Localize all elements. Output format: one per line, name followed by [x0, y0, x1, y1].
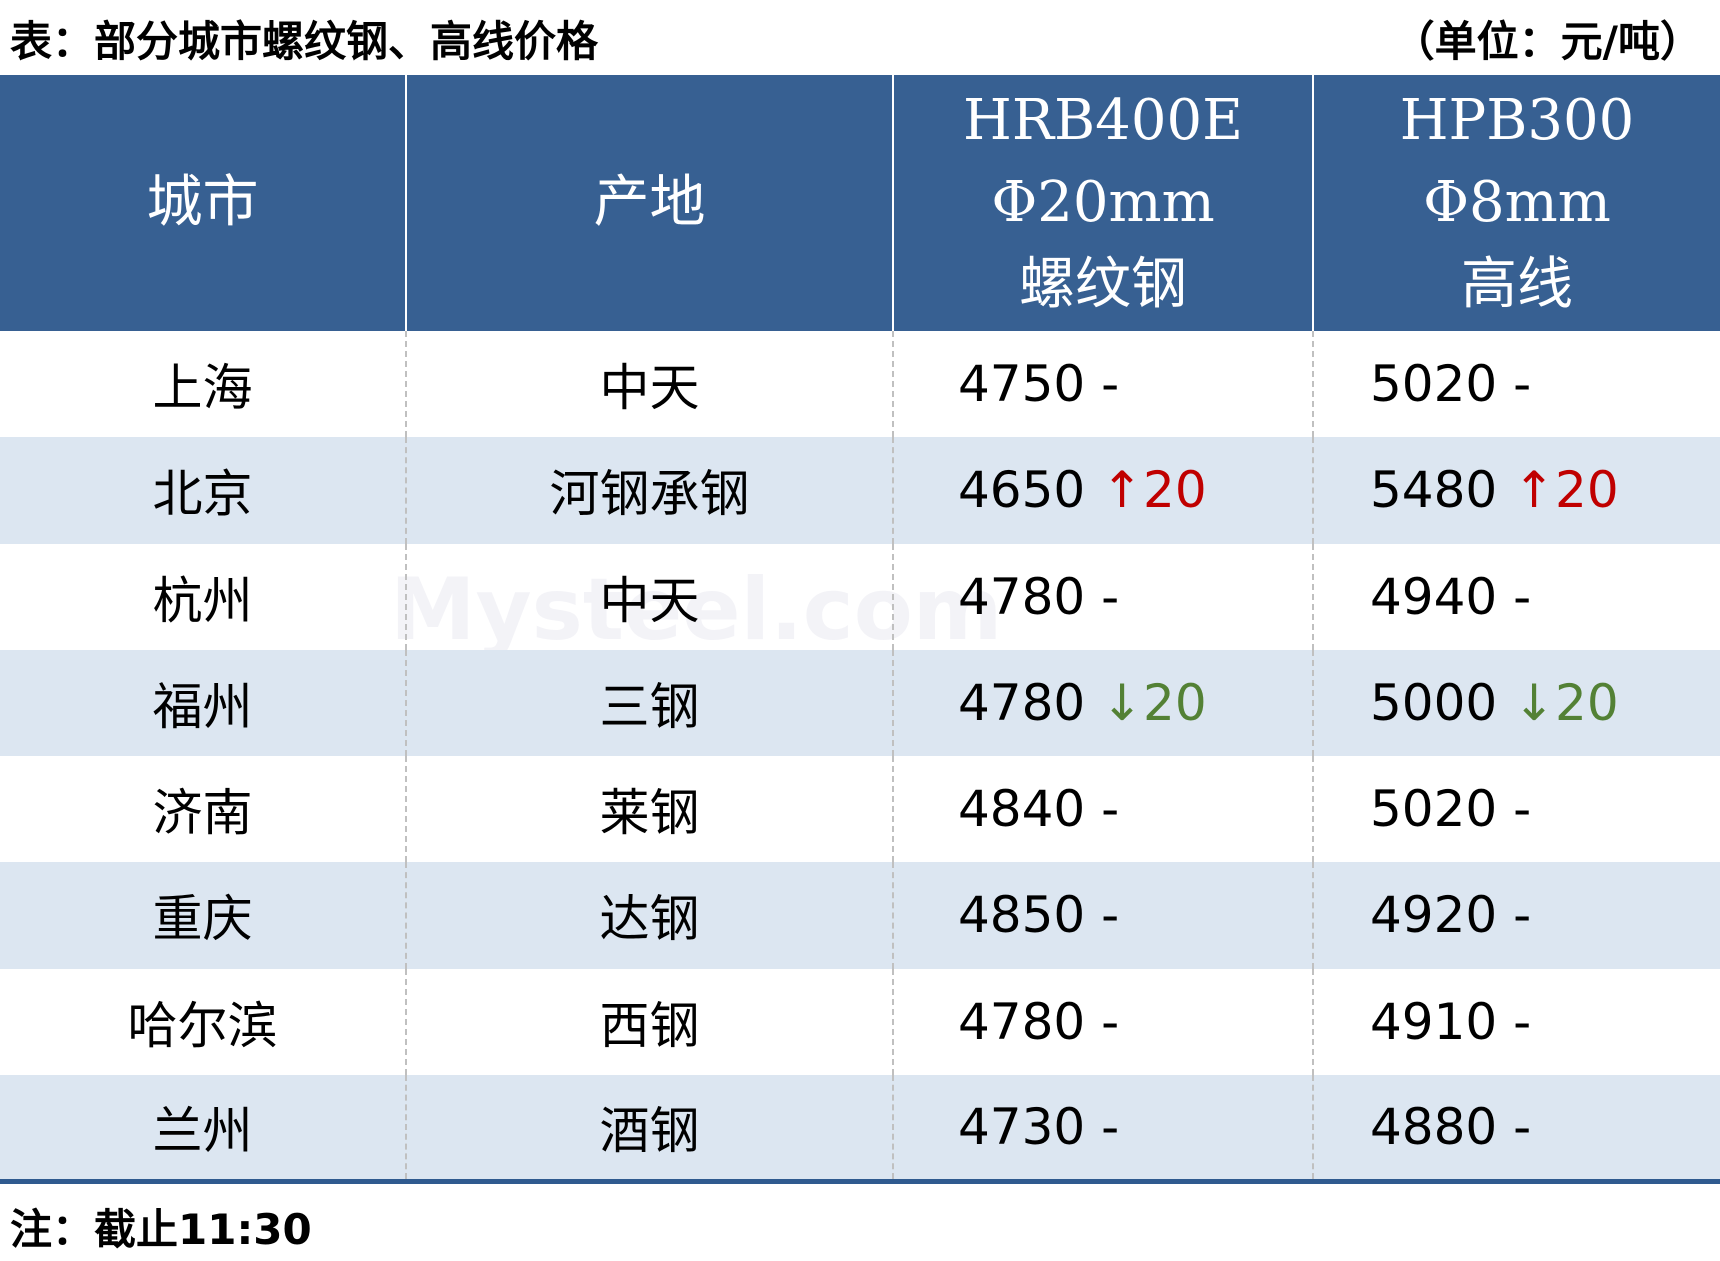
origin-cell: 莱钢	[405, 756, 893, 863]
rebar-price: 4730	[958, 1097, 1086, 1156]
header-rebar-grade: HRB400E	[963, 88, 1243, 153]
header-rebar-name: 螺纹钢	[1019, 252, 1187, 317]
wire-price-cell: 5020 -	[1312, 756, 1720, 863]
rebar-change: -	[1101, 355, 1120, 414]
header-row: 城市 产地 HRB400E Φ20mm 螺纹钢 HPB300 Φ8mm 高线	[0, 75, 1720, 331]
wire-price: 4940	[1370, 567, 1498, 626]
wire-price-cell: 4920 -	[1312, 862, 1720, 969]
header-rebar-size: Φ20mm	[991, 170, 1215, 235]
rebar-change: ↓20	[1101, 673, 1207, 732]
wire-price: 4910	[1370, 992, 1498, 1051]
wire-change: ↓20	[1513, 673, 1619, 732]
rebar-price: 4780	[958, 567, 1086, 626]
rebar-change: -	[1101, 567, 1120, 626]
wire-change: -	[1513, 567, 1532, 626]
rebar-price-cell: 4850 -	[892, 862, 1313, 969]
origin-cell: 三钢	[405, 649, 893, 756]
wire-price-cell: 4880 -	[1312, 1074, 1720, 1184]
wire-change: -	[1513, 886, 1532, 945]
rebar-change: -	[1101, 886, 1120, 945]
wire-change: -	[1513, 355, 1532, 414]
wire-price: 5020	[1370, 355, 1498, 414]
table-row: 兰州 酒钢 4730 - 4880 -	[0, 1074, 1720, 1184]
city-cell: 福州	[0, 649, 406, 756]
unit-label: （单位：元/吨）	[1392, 17, 1702, 66]
header-wire-size: Φ8mm	[1423, 170, 1611, 235]
city-cell: 杭州	[152, 571, 253, 630]
header-wire: HPB300 Φ8mm 高线	[1312, 75, 1720, 331]
city-cell: 上海	[152, 359, 253, 418]
header-rebar: HRB400E Φ20mm 螺纹钢	[892, 75, 1313, 331]
rebar-price: 4780	[958, 673, 1086, 732]
rebar-price: 4650	[958, 461, 1086, 520]
origin-cell: 西钢	[405, 968, 893, 1075]
rebar-price-cell: 4780 -	[892, 543, 1313, 650]
rebar-price-cell: 4650 ↑20	[892, 437, 1313, 544]
wire-change: -	[1513, 992, 1532, 1051]
wire-price: 4880	[1370, 1097, 1498, 1156]
city-cell: 济南	[152, 784, 253, 843]
wire-change: -	[1513, 1097, 1532, 1156]
rebar-change: -	[1101, 1097, 1120, 1156]
wire-price: 4920	[1370, 886, 1498, 945]
rebar-change: -	[1101, 992, 1120, 1051]
table-row: 北京 河钢承钢 4650 ↑20 5480 ↑20	[0, 437, 1720, 544]
footnote: 注：截止11:30	[10, 1205, 312, 1254]
city-cell: 兰州	[0, 1074, 406, 1184]
wire-price-cell: 4940 -	[1312, 543, 1720, 650]
table-row: 杭州 中天 4780 - 4940 -	[0, 543, 1720, 650]
rebar-change: -	[1101, 780, 1120, 839]
rebar-price-cell: 4730 -	[892, 1074, 1313, 1184]
wire-price: 5020	[1370, 780, 1498, 839]
rebar-price-cell: 4840 -	[892, 756, 1313, 863]
wire-price-cell: 5000 ↓20	[1312, 649, 1720, 756]
header-wire-grade: HPB300	[1399, 88, 1635, 153]
rebar-price-cell: 4780 ↓20	[892, 649, 1313, 756]
table-title: 表：部分城市螺纹钢、高线价格	[10, 17, 599, 66]
wire-change: -	[1513, 780, 1532, 839]
table-row: 哈尔滨 西钢 4780 - 4910 -	[0, 968, 1720, 1075]
rebar-price: 4780	[958, 992, 1086, 1051]
wire-price-cell: 5480 ↑20	[1312, 437, 1720, 544]
origin-cell: 达钢	[405, 862, 893, 969]
header-city: 城市	[0, 75, 406, 331]
city-cell: 北京	[0, 437, 406, 544]
header-origin: 产地	[405, 75, 893, 331]
table-row: 济南 莱钢 4840 - 5020 -	[0, 756, 1720, 863]
rebar-price: 4840	[958, 780, 1086, 839]
table-row: 重庆 达钢 4850 - 4920 -	[0, 862, 1720, 969]
wire-price: 5000	[1370, 673, 1498, 732]
origin-cell: 中天	[405, 543, 893, 650]
city-cell: 重庆	[0, 862, 406, 969]
rebar-price: 4850	[958, 886, 1086, 945]
origin-cell: 中天	[405, 331, 893, 438]
rebar-price-cell: 4780 -	[892, 968, 1313, 1075]
city-cell: 哈尔滨	[127, 996, 278, 1055]
wire-change: ↑20	[1513, 461, 1619, 520]
rebar-price: 4750	[958, 355, 1086, 414]
wire-price-cell: 5020 -	[1312, 331, 1720, 438]
wire-price-cell: 4910 -	[1312, 968, 1720, 1075]
table-row: 福州 三钢 4780 ↓20 5000 ↓20	[0, 649, 1720, 756]
origin-cell: 酒钢	[405, 1074, 893, 1184]
origin-cell: 河钢承钢	[405, 437, 893, 544]
wire-price: 5480	[1370, 461, 1498, 520]
rebar-price-cell: 4750 -	[892, 331, 1313, 438]
table-row: 上海 中天 4750 - 5020 -	[0, 331, 1720, 438]
header-wire-name: 高线	[1461, 252, 1573, 317]
price-table: 城市 产地 HRB400E Φ20mm 螺纹钢 HPB300 Φ8mm 高线 上海 中天…	[0, 75, 1720, 1184]
rebar-change: ↑20	[1101, 461, 1207, 520]
